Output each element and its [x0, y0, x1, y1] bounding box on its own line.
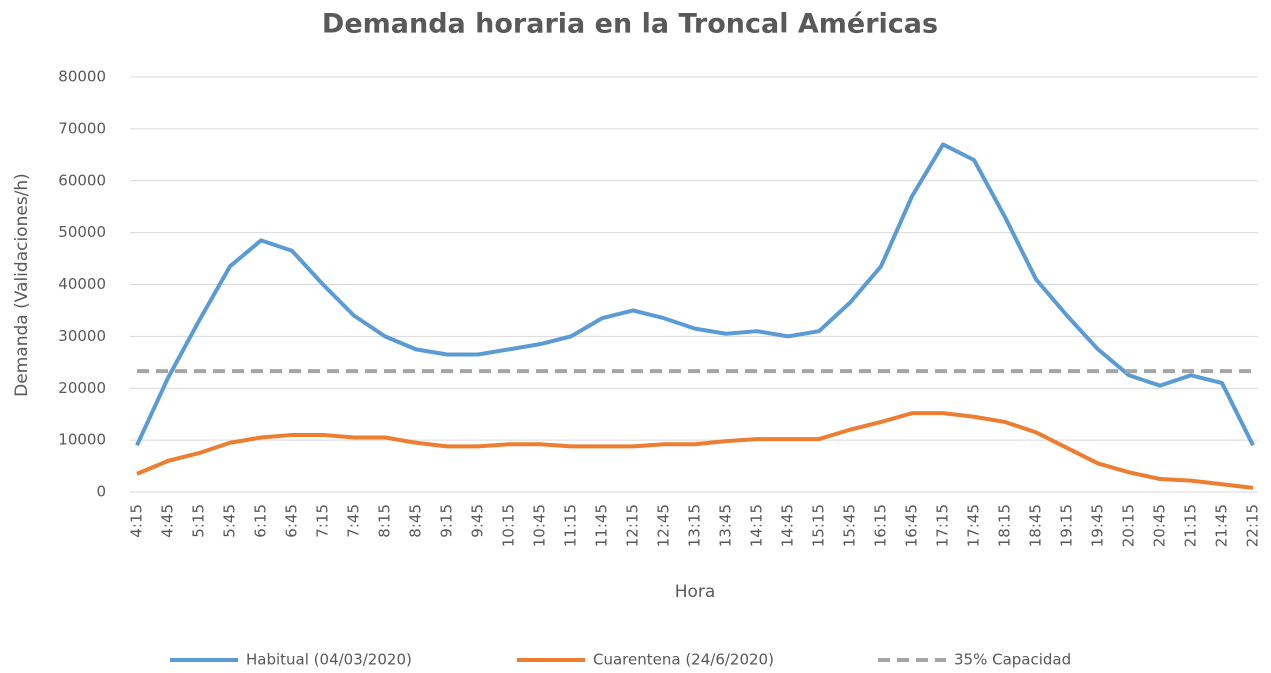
- x-tick-label: 21:15: [1182, 504, 1200, 547]
- y-tick-label: 0: [96, 483, 106, 501]
- x-tick-label: 22:15: [1244, 504, 1262, 547]
- x-tick-label: 13:15: [686, 504, 704, 547]
- x-tick-label: 7:15: [314, 504, 332, 538]
- x-tick-label: 16:45: [903, 504, 921, 547]
- x-tick-label: 13:45: [717, 504, 735, 547]
- y-tick-label: 20000: [58, 379, 106, 397]
- x-tick-label: 16:15: [872, 504, 890, 547]
- x-axis-label: Hora: [675, 582, 716, 602]
- x-tick-label: 7:45: [345, 504, 363, 538]
- series-line: [136, 411, 1254, 490]
- x-tick-label: 19:15: [1058, 504, 1076, 547]
- x-tick-label: 4:45: [159, 504, 177, 538]
- legend-label: Cuarentena (24/6/2020): [593, 651, 774, 669]
- x-tick-label: 8:15: [376, 504, 394, 538]
- x-tick-label: 12:15: [624, 504, 642, 547]
- x-tick-label: 14:45: [779, 504, 797, 547]
- x-tick-label: 9:15: [438, 504, 456, 538]
- y-tick-label: 50000: [58, 223, 106, 241]
- x-tick-label: 17:45: [965, 504, 983, 547]
- y-tick-label: 70000: [58, 119, 106, 137]
- x-tick-label: 15:45: [841, 504, 859, 547]
- x-tick-label: 12:45: [655, 504, 673, 547]
- x-tick-label: 9:45: [469, 504, 487, 538]
- x-tick-label: 20:15: [1120, 504, 1138, 547]
- y-tick-label: 10000: [58, 431, 106, 449]
- x-tick-label: 14:15: [748, 504, 766, 547]
- x-tick-label: 5:45: [221, 504, 239, 538]
- series-line: [135, 142, 1255, 447]
- x-tick-label: 17:15: [934, 504, 952, 547]
- x-tick-label: 6:45: [283, 504, 301, 538]
- x-tick-label: 21:45: [1213, 504, 1231, 547]
- legend-label: 35% Capacidad: [954, 651, 1071, 669]
- x-tick-label: 5:15: [190, 504, 208, 538]
- x-tick-label: 4:15: [128, 504, 146, 538]
- x-tick-label: 8:45: [407, 504, 425, 538]
- y-tick-label: 60000: [58, 171, 106, 189]
- x-tick-label: 6:15: [252, 504, 270, 538]
- x-tick-label: 18:45: [1027, 504, 1045, 547]
- x-tick-label: 19:45: [1089, 504, 1107, 547]
- legend-label: Habitual (04/03/2020): [246, 651, 412, 669]
- x-tick-label: 20:45: [1151, 504, 1169, 547]
- x-tick-label: 10:15: [500, 504, 518, 547]
- chart-title: Demanda horaria en la Troncal Américas: [322, 9, 938, 40]
- x-tick-label: 11:15: [562, 504, 580, 547]
- y-tick-label: 40000: [58, 275, 106, 293]
- x-tick-label: 11:45: [593, 504, 611, 547]
- y-tick-label: 30000: [58, 327, 106, 345]
- y-axis-label: Demanda (Validaciones/h): [12, 173, 32, 397]
- x-tick-label: 18:15: [996, 504, 1014, 547]
- x-tick-label: 10:45: [531, 504, 549, 547]
- x-tick-label: 15:15: [810, 504, 828, 547]
- y-tick-label: 80000: [58, 68, 106, 86]
